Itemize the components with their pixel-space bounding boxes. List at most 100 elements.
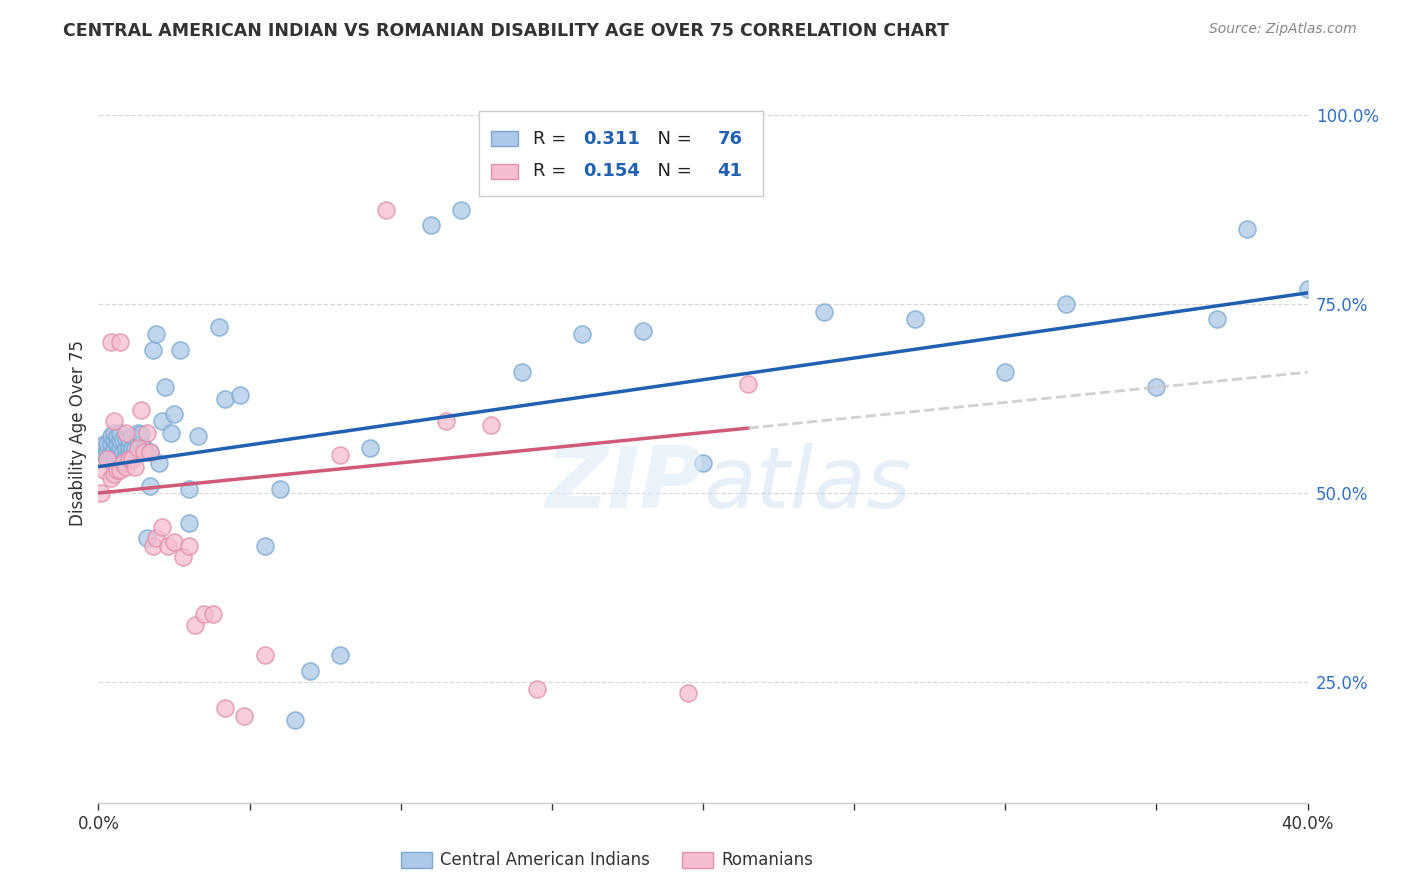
Point [1144,380,1167,394]
Text: N =: N = [647,162,697,180]
Point [160,425,183,440]
Point [127,441,149,455]
Point [163,535,186,549]
Point [114,448,136,462]
Point [118,452,141,467]
Text: N =: N = [647,129,697,148]
FancyBboxPatch shape [479,111,763,195]
Point [103,414,125,428]
Point [269,483,291,497]
Text: Romanians: Romanians [721,851,813,869]
Point [96,452,118,467]
Point [232,709,254,723]
Point [994,365,1017,379]
Point [813,304,835,318]
Y-axis label: Disability Age Over 75: Disability Age Over 75 [69,340,87,525]
Point [148,456,170,470]
Point [374,202,396,217]
Point [118,439,141,453]
Text: Central American Indians: Central American Indians [440,851,650,869]
Point [139,444,162,458]
Point [111,444,134,458]
Point [100,452,122,467]
Point [1296,282,1319,296]
Point [108,448,131,462]
Point [179,483,201,497]
Text: 0.154: 0.154 [583,162,640,180]
Point [100,334,122,349]
Point [108,433,131,447]
Point [208,319,231,334]
Point [253,648,276,663]
Point [121,441,143,455]
Point [124,459,146,474]
Point [631,324,654,338]
Bar [492,131,517,146]
Point [129,437,152,451]
Point [100,471,122,485]
Point [105,444,128,458]
Point [1054,297,1077,311]
Point [571,327,593,342]
Point [111,433,134,447]
Point [150,414,173,428]
Point [114,425,136,440]
Text: 41: 41 [717,162,742,180]
Point [179,539,201,553]
Point [118,444,141,458]
Text: ZIP: ZIP [546,443,703,526]
Point [153,380,176,394]
Point [114,441,136,455]
Point [156,539,179,553]
Point [692,456,714,470]
Point [169,343,191,357]
Point [114,432,136,446]
Point [1206,312,1229,326]
Text: Source: ZipAtlas.com: Source: ZipAtlas.com [1209,22,1357,37]
Point [184,618,207,632]
Point [93,463,115,477]
Point [114,459,136,474]
Point [124,441,146,455]
Text: 0.311: 0.311 [583,129,640,148]
Point [139,444,162,458]
Point [127,425,149,440]
Point [481,418,503,433]
Point [193,607,215,621]
Point [96,452,118,467]
Text: atlas: atlas [703,443,911,526]
Point [145,532,167,546]
Point [142,539,165,553]
Point [420,218,443,232]
Point [202,607,225,621]
Point [676,686,699,700]
Point [103,425,125,440]
Point [121,429,143,443]
Point [172,550,194,565]
Point [132,444,155,458]
Point [1236,221,1258,235]
Point [179,516,201,531]
Bar [401,852,432,868]
Point [93,437,115,451]
Bar [492,164,517,178]
Point [329,648,352,663]
Point [510,365,533,379]
Point [150,520,173,534]
Point [450,202,472,217]
Point [100,444,122,458]
Point [108,334,131,349]
Point [135,532,157,546]
Point [127,433,149,447]
Point [105,429,128,443]
Point [93,444,115,458]
Point [434,414,457,428]
Point [187,429,209,443]
Point [90,486,112,500]
Text: CENTRAL AMERICAN INDIAN VS ROMANIAN DISABILITY AGE OVER 75 CORRELATION CHART: CENTRAL AMERICAN INDIAN VS ROMANIAN DISA… [63,22,949,40]
Point [100,429,122,443]
Point [103,444,125,458]
Point [904,312,927,326]
Point [108,425,131,440]
Point [121,452,143,467]
